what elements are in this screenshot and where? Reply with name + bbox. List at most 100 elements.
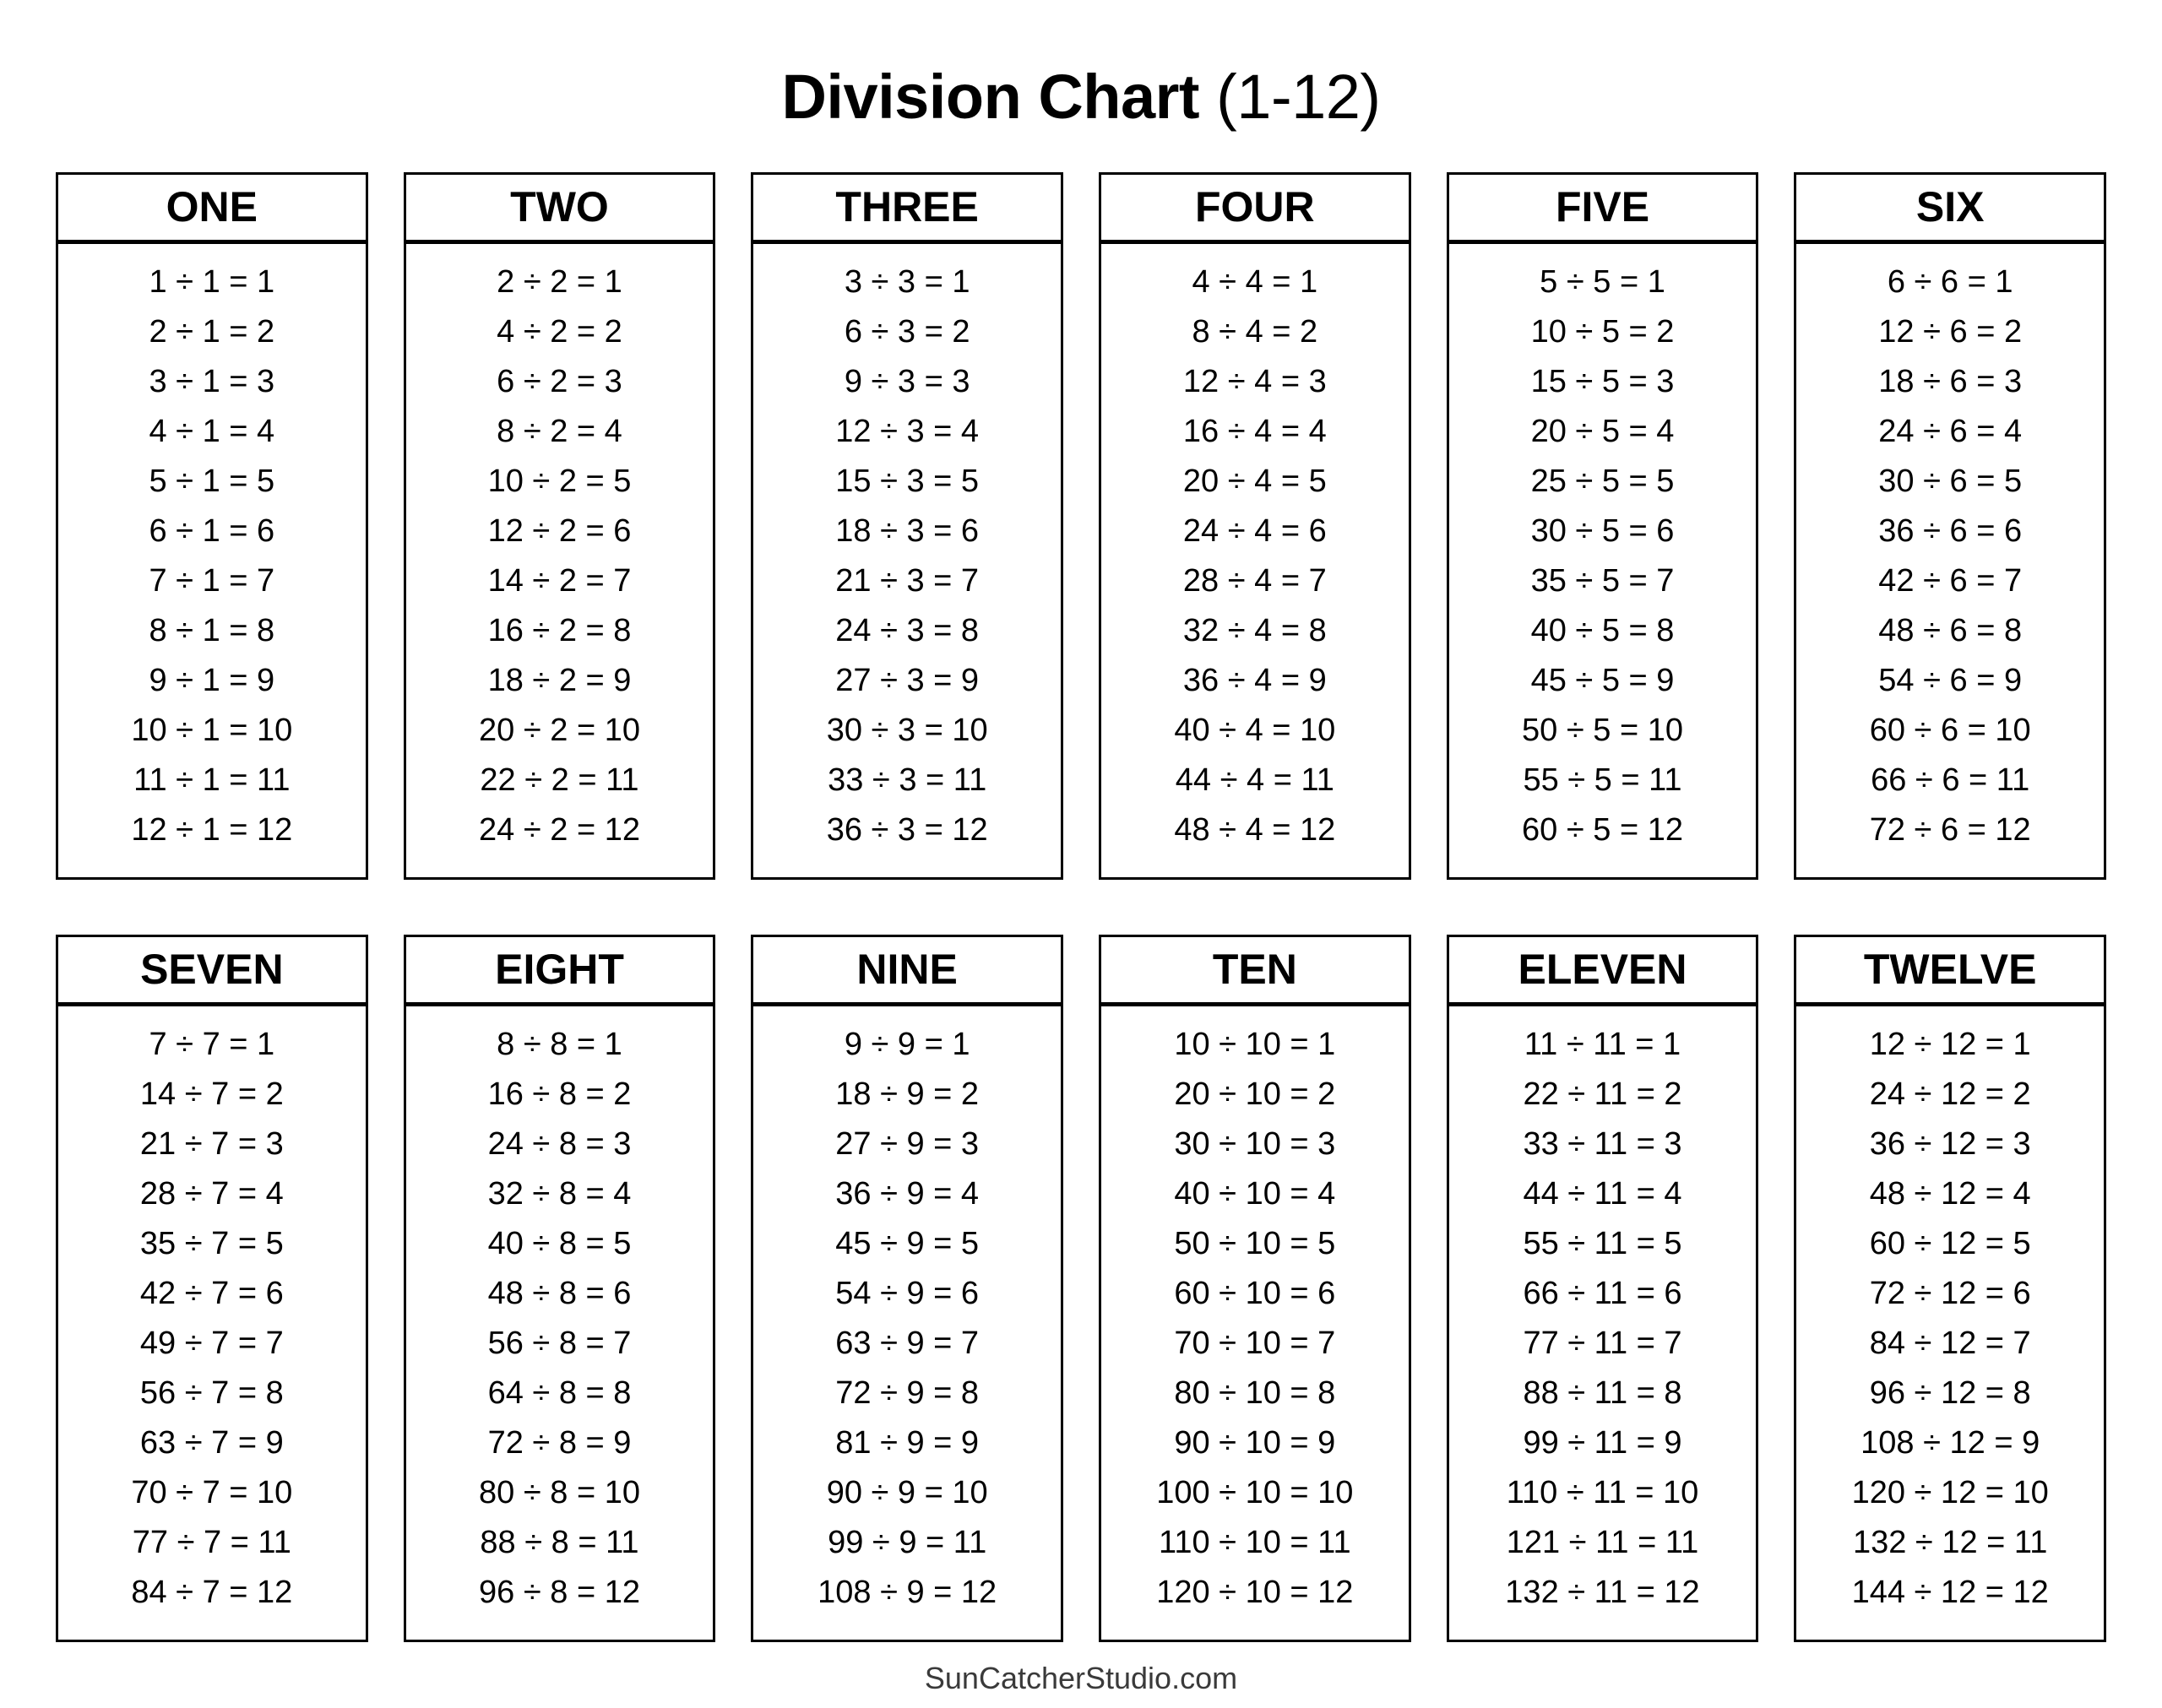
- division-fact-row: 8 ÷ 1 = 8: [149, 612, 275, 648]
- division-fact-row: 96 ÷ 8 = 12: [479, 1574, 640, 1610]
- division-fact-row: 60 ÷ 12 = 5: [1869, 1225, 2031, 1261]
- division-table-twelve: TWELVE 12 ÷ 12 = 1 24 ÷ 12 = 2 36 ÷ 12 = 3 4…: [1794, 934, 2107, 1642]
- table-header: FOUR: [1099, 171, 1411, 244]
- division-fact-row: 35 ÷ 5 = 7: [1530, 562, 1675, 599]
- division-fact-row: 25 ÷ 5 = 5: [1530, 463, 1675, 499]
- division-table-five: FIVE 5 ÷ 5 = 1 10 ÷ 5 = 2 15 ÷ 5 = 3 20 ÷ 5 …: [1446, 171, 1759, 880]
- division-fact-row: 5 ÷ 5 = 1: [1540, 263, 1665, 300]
- division-fact-row: 11 ÷ 1 = 11: [133, 762, 291, 798]
- division-fact-row: 49 ÷ 7 = 7: [139, 1325, 284, 1361]
- division-fact-row: 48 ÷ 4 = 12: [1174, 811, 1336, 848]
- division-fact-row: 63 ÷ 9 = 7: [835, 1325, 980, 1361]
- division-fact-row: 44 ÷ 4 = 11: [1175, 762, 1334, 798]
- division-fact-row: 11 ÷ 11 = 1: [1524, 1026, 1681, 1062]
- division-fact-row: 33 ÷ 3 = 11: [828, 762, 987, 798]
- division-fact-row: 4 ÷ 2 = 2: [497, 313, 622, 350]
- division-fact-row: 36 ÷ 3 = 12: [826, 811, 988, 848]
- table-header: EIGHT: [403, 934, 716, 1006]
- division-fact-row: 14 ÷ 7 = 2: [139, 1076, 284, 1112]
- division-fact-row: 60 ÷ 10 = 6: [1174, 1275, 1336, 1311]
- table-body: 8 ÷ 8 = 1 16 ÷ 8 = 2 24 ÷ 8 = 3 32 ÷ 8 = 4 4…: [403, 1006, 716, 1642]
- division-fact-row: 7 ÷ 7 = 1: [149, 1026, 275, 1062]
- division-fact-row: 96 ÷ 12 = 8: [1869, 1375, 2031, 1411]
- table-header-label: EIGHT: [495, 946, 624, 994]
- division-fact-row: 110 ÷ 10 = 11: [1159, 1524, 1351, 1560]
- table-header: SIX: [1794, 171, 2107, 244]
- division-fact-row: 24 ÷ 8 = 3: [487, 1125, 632, 1162]
- table-header-label: SEVEN: [140, 946, 284, 994]
- division-fact-row: 80 ÷ 10 = 8: [1174, 1375, 1336, 1411]
- division-fact-row: 54 ÷ 6 = 9: [1878, 662, 2023, 698]
- division-fact-row: 16 ÷ 8 = 2: [487, 1076, 632, 1112]
- division-fact-row: 54 ÷ 9 = 6: [835, 1275, 980, 1311]
- division-fact-row: 48 ÷ 6 = 8: [1878, 612, 2023, 648]
- division-fact-row: 56 ÷ 7 = 8: [139, 1375, 284, 1411]
- division-fact-row: 21 ÷ 7 = 3: [139, 1125, 284, 1162]
- division-fact-row: 72 ÷ 12 = 6: [1869, 1275, 2031, 1311]
- table-body: 4 ÷ 4 = 1 8 ÷ 4 = 2 12 ÷ 4 = 3 16 ÷ 4 = 4 20…: [1099, 243, 1411, 880]
- division-fact-row: 1 ÷ 1 = 1: [149, 263, 275, 300]
- division-fact-row: 66 ÷ 11 = 6: [1523, 1275, 1682, 1311]
- division-fact-row: 12 ÷ 2 = 6: [487, 512, 632, 549]
- division-fact-row: 99 ÷ 11 = 9: [1523, 1424, 1682, 1461]
- division-fact-row: 18 ÷ 9 = 2: [835, 1076, 980, 1112]
- table-body: 12 ÷ 12 = 1 24 ÷ 12 = 2 36 ÷ 12 = 3 48 ÷ 12…: [1794, 1006, 2107, 1642]
- table-header-label: SIX: [1915, 183, 1985, 231]
- table-header-label: TEN: [1212, 946, 1297, 994]
- division-fact-row: 20 ÷ 4 = 5: [1182, 463, 1327, 499]
- division-fact-row: 18 ÷ 3 = 6: [835, 512, 980, 549]
- division-fact-row: 66 ÷ 6 = 11: [1871, 762, 2030, 798]
- division-fact-row: 8 ÷ 4 = 2: [1192, 313, 1318, 350]
- division-fact-row: 77 ÷ 11 = 7: [1523, 1325, 1682, 1361]
- division-fact-row: 99 ÷ 9 = 11: [828, 1524, 987, 1560]
- division-fact-row: 32 ÷ 4 = 8: [1182, 612, 1327, 648]
- division-fact-row: 3 ÷ 3 = 1: [844, 263, 970, 300]
- division-fact-row: 60 ÷ 5 = 12: [1522, 811, 1683, 848]
- division-fact-row: 72 ÷ 9 = 8: [835, 1375, 980, 1411]
- division-fact-row: 6 ÷ 6 = 1: [1887, 263, 2013, 300]
- division-fact-row: 42 ÷ 6 = 7: [1878, 562, 2023, 599]
- table-header-label: TWELVE: [1863, 946, 2037, 994]
- division-fact-row: 4 ÷ 1 = 4: [149, 413, 275, 449]
- division-table-eleven: ELEVEN 11 ÷ 11 = 1 22 ÷ 11 = 2 33 ÷ 11 = 3 4…: [1446, 934, 1759, 1642]
- division-fact-row: 12 ÷ 1 = 12: [131, 811, 293, 848]
- division-fact-row: 20 ÷ 2 = 10: [479, 712, 640, 748]
- division-table-ten: TEN 10 ÷ 10 = 1 20 ÷ 10 = 2 30 ÷ 10 = 3 40 ÷…: [1099, 934, 1411, 1642]
- division-fact-row: 9 ÷ 1 = 9: [149, 662, 275, 698]
- division-fact-row: 10 ÷ 1 = 10: [131, 712, 293, 748]
- table-header: TEN: [1099, 934, 1411, 1006]
- table-header-label: FOUR: [1195, 183, 1315, 231]
- division-fact-row: 24 ÷ 3 = 8: [835, 612, 980, 648]
- division-fact-row: 18 ÷ 6 = 3: [1878, 363, 2023, 399]
- table-body: 3 ÷ 3 = 1 6 ÷ 3 = 2 9 ÷ 3 = 3 12 ÷ 3 = 4 15 …: [751, 243, 1063, 880]
- division-fact-row: 5 ÷ 1 = 5: [149, 463, 275, 499]
- division-fact-row: 120 ÷ 12 = 10: [1851, 1474, 2049, 1510]
- division-fact-row: 120 ÷ 10 = 12: [1156, 1574, 1354, 1610]
- division-fact-row: 50 ÷ 10 = 5: [1174, 1225, 1336, 1261]
- division-fact-row: 36 ÷ 4 = 9: [1182, 662, 1327, 698]
- division-table-three: THREE 3 ÷ 3 = 1 6 ÷ 3 = 2 9 ÷ 3 = 3 12 ÷ 3 =…: [751, 171, 1063, 880]
- division-fact-row: 22 ÷ 11 = 2: [1523, 1076, 1682, 1112]
- division-fact-row: 55 ÷ 11 = 5: [1523, 1225, 1682, 1261]
- division-table-four: FOUR 4 ÷ 4 = 1 8 ÷ 4 = 2 12 ÷ 4 = 3 16 ÷ 4 =…: [1099, 171, 1411, 880]
- table-header-label: FIVE: [1555, 183, 1650, 231]
- division-fact-row: 10 ÷ 5 = 2: [1530, 313, 1675, 350]
- division-fact-row: 28 ÷ 4 = 7: [1182, 562, 1327, 599]
- division-fact-row: 88 ÷ 8 = 11: [480, 1524, 639, 1560]
- division-fact-row: 30 ÷ 10 = 3: [1174, 1125, 1336, 1162]
- table-body: 10 ÷ 10 = 1 20 ÷ 10 = 2 30 ÷ 10 = 3 40 ÷ 10…: [1099, 1006, 1411, 1642]
- division-fact-row: 21 ÷ 3 = 7: [835, 562, 980, 599]
- division-fact-row: 36 ÷ 12 = 3: [1869, 1125, 2031, 1162]
- division-fact-row: 7 ÷ 1 = 7: [149, 562, 275, 599]
- division-fact-row: 8 ÷ 8 = 1: [497, 1026, 622, 1062]
- division-fact-row: 15 ÷ 3 = 5: [835, 463, 980, 499]
- division-chart-page: Division Chart (1-12) ONE 1 ÷ 1 = 1 2 ÷ 1 …: [0, 41, 2162, 1708]
- division-fact-row: 110 ÷ 11 = 10: [1506, 1474, 1699, 1510]
- table-body: 11 ÷ 11 = 1 22 ÷ 11 = 2 33 ÷ 11 = 3 44 ÷ 11…: [1446, 1006, 1759, 1642]
- division-fact-row: 27 ÷ 9 = 3: [835, 1125, 980, 1162]
- division-fact-row: 56 ÷ 8 = 7: [487, 1325, 632, 1361]
- division-fact-row: 22 ÷ 2 = 11: [480, 762, 639, 798]
- page-title-range: (1-12): [1216, 61, 1381, 132]
- table-header: NINE: [751, 934, 1063, 1006]
- division-fact-row: 14 ÷ 2 = 7: [487, 562, 632, 599]
